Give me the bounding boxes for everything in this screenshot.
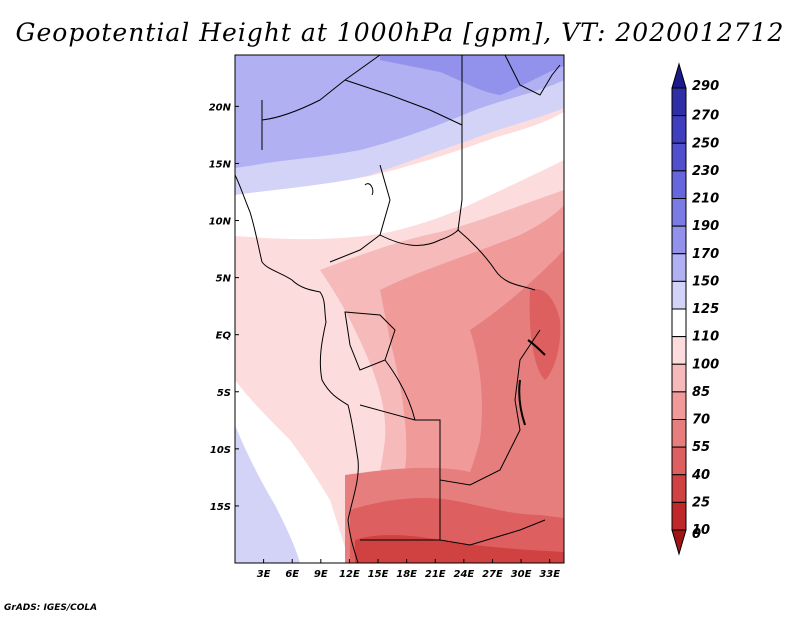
lon-tick-label: 18E — [396, 569, 417, 580]
lat-tick-label: 20N — [209, 102, 232, 113]
coastlines — [235, 55, 561, 563]
lon-tick-label: 6E — [285, 569, 299, 580]
red-sea-coast — [504, 55, 561, 96]
coastline-west — [235, 174, 359, 563]
chart-title: Geopotential Height at 1000hPa [gpm], VT… — [15, 18, 785, 47]
lat-tick-label: 5S — [217, 388, 231, 399]
colorbar-segment — [671, 142, 687, 172]
lon-tick-label: 9E — [314, 569, 328, 580]
lat-tick-label: EQ — [216, 331, 232, 342]
field-25-zone — [355, 535, 564, 563]
lon-tick-label: 30E — [511, 569, 532, 580]
grads-credit: GrADS: IGES/COLA — [4, 603, 98, 613]
colorbar-label: 230 — [692, 164, 719, 179]
borders-north — [261, 55, 463, 263]
colorbar-label: 270 — [692, 109, 719, 124]
colorbar-label: 125 — [692, 302, 719, 317]
colorbar-label: 110 — [692, 330, 719, 345]
lon-tick-label: 15E — [368, 569, 389, 580]
lon-tick-label: 33E — [539, 569, 560, 580]
great-lakes — [518, 339, 546, 426]
colorbar-segment — [671, 446, 687, 476]
colorbar: 2902702502302101901701501251101008570554… — [671, 62, 719, 556]
lat-tick-label: 15S — [210, 502, 231, 513]
latitude-axis: 20N 15N 10N 5N EQ 5S 10S 15S — [209, 102, 239, 513]
colorbar-label: 25 — [692, 495, 710, 510]
colorbar-label: 170 — [692, 247, 719, 262]
colorbar-label: 190 — [692, 219, 719, 234]
colorbar-segment — [671, 280, 687, 310]
colorbar-label: 55 — [692, 440, 710, 455]
lat-tick-label: 10N — [209, 217, 232, 228]
colorbar-label: 85 — [692, 385, 710, 400]
lon-tick-label: 21E — [425, 569, 446, 580]
colorbar-segment — [671, 501, 687, 531]
map-frame — [234, 54, 565, 564]
colorbar-label: 150 — [692, 274, 719, 289]
colorbar-segment — [671, 363, 687, 393]
lon-tick-label: 12E — [339, 569, 360, 580]
longitude-axis: 3E 6E 9E 12E 15E 18E 21E 24E 27E 30E 33E — [257, 559, 560, 580]
colorbar-bottom-arrow — [671, 529, 687, 556]
colorbar-label: 70 — [692, 413, 710, 428]
field-ocean-125 — [235, 425, 300, 563]
colorbar-segment — [671, 308, 687, 338]
lat-tick-label: 10S — [210, 445, 231, 456]
colorbar-label: 210 — [692, 192, 719, 207]
colorbar-label: 40 — [691, 468, 710, 483]
colorbar-segment — [671, 170, 687, 199]
colorbar-label: 250 — [692, 136, 719, 151]
colorbar-segment — [671, 336, 687, 365]
colorbar-segment — [671, 474, 687, 503]
colorbar-top-arrow — [671, 62, 687, 89]
colorbar-label: 10 — [692, 523, 710, 538]
lat-tick-label: 15N — [209, 159, 232, 170]
lat-tick-label: 5N — [216, 274, 232, 285]
height-field — [235, 55, 564, 563]
colorbar-label: 0 — [692, 527, 701, 542]
colorbar-segment — [671, 391, 687, 420]
lon-tick-label: 24E — [453, 569, 474, 580]
colorbar-segment — [671, 253, 687, 282]
borders-south — [359, 329, 546, 546]
colorbar-segment — [671, 198, 687, 227]
colorbar-label: 290 — [692, 79, 719, 94]
colorbar-segment — [671, 419, 687, 448]
field-190-zone — [380, 55, 564, 95]
lake-chad — [364, 183, 374, 196]
lon-tick-label: 3E — [257, 569, 271, 580]
field-110-zone — [235, 112, 564, 240]
colorbar-label: 100 — [692, 357, 719, 372]
lon-tick-label: 27E — [482, 569, 503, 580]
colorbar-segment — [671, 225, 687, 255]
colorbar-segment — [671, 87, 687, 117]
field-40-east — [529, 289, 561, 380]
colorbar-segment — [671, 115, 687, 144]
